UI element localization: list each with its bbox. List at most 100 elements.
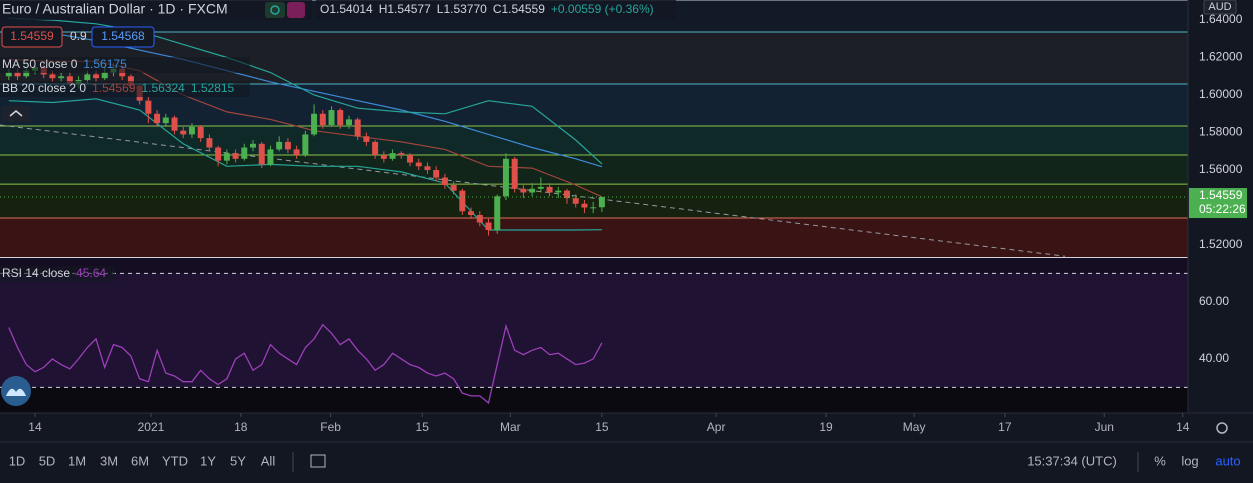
candle-body xyxy=(250,143,257,148)
candle-body xyxy=(564,190,571,199)
y-tick-label: 1.58000 xyxy=(1199,125,1243,139)
trendline xyxy=(0,124,1066,257)
date-range-icon[interactable] xyxy=(310,454,326,468)
y-tick-label: 1.52000 xyxy=(1199,237,1243,251)
bid-price: 1.54559 xyxy=(10,29,54,43)
candle-body xyxy=(162,117,169,124)
x-tick-label: 14 xyxy=(28,420,42,434)
candle-body xyxy=(267,149,274,165)
candle-body xyxy=(145,100,152,114)
x-tick-label: May xyxy=(903,420,926,434)
x-tick-label: 19 xyxy=(819,420,833,434)
range-button[interactable]: YTD xyxy=(162,453,188,468)
candle-body xyxy=(345,119,352,126)
indicator-line xyxy=(8,17,603,165)
candle-body xyxy=(258,143,265,165)
candle-body xyxy=(311,113,318,135)
candle-body xyxy=(494,196,501,231)
candle-body xyxy=(127,76,134,86)
settings-icon[interactable] xyxy=(1216,422,1228,434)
candle-body xyxy=(215,147,222,161)
toolbar: 1D 5D 1M 3M 6M YTD 1Y 5Y All 15:37:34 (UTC)% log au… xyxy=(9,453,1241,468)
candle-body xyxy=(84,74,91,81)
x-tick-label: 17 xyxy=(998,420,1012,434)
spread: 0.9 xyxy=(70,29,87,43)
candle-body xyxy=(276,141,283,150)
price-zone xyxy=(0,184,1188,219)
candle-body xyxy=(180,130,187,135)
x-tick-label: Mar xyxy=(500,420,521,434)
scale-option[interactable]: auto xyxy=(1215,453,1240,468)
range-button[interactable]: 1M xyxy=(68,453,86,468)
y-tick-label: 1.56000 xyxy=(1199,162,1243,176)
scale-option[interactable]: log xyxy=(1181,453,1198,468)
clock: 15:37:34 (UTC) xyxy=(1027,453,1117,468)
status-icon[interactable] xyxy=(265,2,285,18)
candle-body xyxy=(66,76,73,84)
y-tick-label: 1.60000 xyxy=(1199,87,1243,101)
candle-body xyxy=(398,153,405,156)
legend-bg xyxy=(0,57,250,73)
candle-body xyxy=(284,141,291,150)
range-button[interactable]: 5Y xyxy=(230,453,246,468)
alert-icon[interactable] xyxy=(287,2,305,18)
candle-body xyxy=(293,149,300,156)
candle-body xyxy=(372,141,379,156)
symbol-title: Euro / Australian Dollar · 1D · FXCM xyxy=(2,1,228,17)
legend-name: RSI 14 close xyxy=(2,266,70,280)
candle-body xyxy=(555,190,562,193)
range-button[interactable]: All xyxy=(261,453,276,468)
candle-body xyxy=(468,211,475,216)
candle-body xyxy=(5,72,12,77)
x-tick-label: Apr xyxy=(707,420,726,434)
candle-body xyxy=(14,72,21,77)
ohlc: O1.54014 H1.54577 L1.53770 C1.54559 +0.00559… xyxy=(320,2,654,16)
legend-value: 1.56324 xyxy=(141,81,185,95)
scale-option[interactable]: % xyxy=(1154,453,1166,468)
candle-body xyxy=(502,158,509,197)
x-tick-label: 14 xyxy=(1176,420,1190,434)
candle-body xyxy=(441,177,448,186)
bid-box[interactable] xyxy=(1,26,63,48)
candle-body xyxy=(520,188,527,193)
candle-body xyxy=(590,207,597,209)
logo-mark xyxy=(6,388,26,396)
candle-body xyxy=(581,203,588,208)
candle-body xyxy=(450,185,457,191)
candle-body xyxy=(476,215,483,223)
candle-body xyxy=(154,113,161,124)
x-tick-label: 15 xyxy=(416,420,430,434)
candle-body xyxy=(546,186,553,193)
rsi-line xyxy=(8,323,603,405)
candle-body xyxy=(572,198,579,204)
legend-name: BB 20 close 2 0 xyxy=(2,81,86,95)
ohlc-value: +0.00559 (+0.36%) xyxy=(551,2,654,16)
candle-body xyxy=(49,74,56,79)
y-tick-label: 40.00 xyxy=(1199,351,1229,365)
collapse-button[interactable] xyxy=(2,106,30,122)
rsi-band xyxy=(0,273,1188,388)
legend-value: 1.54569 xyxy=(92,81,136,95)
candle-body xyxy=(319,113,326,126)
ohlc-bg xyxy=(316,0,676,20)
x-tick-label: Jun xyxy=(1095,420,1114,434)
y-tick-label: 60.00 xyxy=(1199,294,1229,308)
legend-value: 1.52815 xyxy=(191,81,235,95)
candle-body xyxy=(241,147,248,159)
rsi-low-area xyxy=(0,387,1188,413)
range-button[interactable]: 1D xyxy=(9,453,26,468)
range-button[interactable]: 5D xyxy=(39,453,56,468)
range-button[interactable]: 1Y xyxy=(200,453,216,468)
candle-body xyxy=(171,117,178,131)
countdown: 05:22:26 xyxy=(1199,202,1246,216)
candle-body xyxy=(511,158,518,189)
range-button[interactable]: 3M xyxy=(100,453,118,468)
candle-body xyxy=(206,138,213,148)
candle-body xyxy=(302,134,309,156)
ask-box[interactable] xyxy=(91,26,155,48)
logo[interactable] xyxy=(1,376,31,406)
price-pane xyxy=(0,0,1192,257)
range-button[interactable]: 6M xyxy=(131,453,149,468)
legend-bg xyxy=(0,266,115,282)
